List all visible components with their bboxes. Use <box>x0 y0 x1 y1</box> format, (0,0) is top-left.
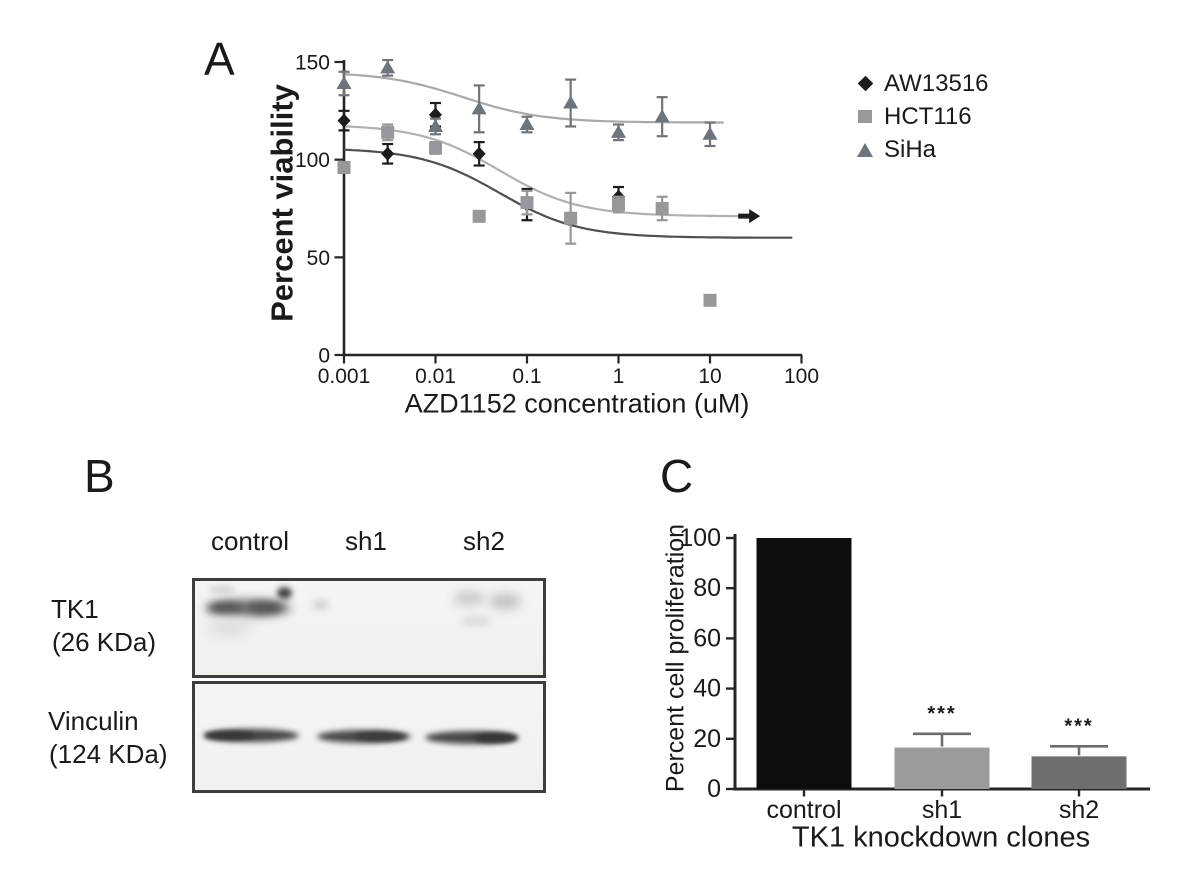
blot-lane-label-control: control <box>210 526 290 556</box>
marker-triangle <box>654 109 670 123</box>
blot-lane-label-sh2: sh2 <box>463 526 505 556</box>
tk1-band-control-core-left <box>209 603 243 613</box>
panel-a-plot: 0 50 100 150 0.001 0.01 0.1 1 10 100 <box>295 52 819 388</box>
panel-c-y-tick-label: 20 <box>693 725 721 753</box>
marker-diamond <box>520 197 534 212</box>
marker-square <box>472 209 486 223</box>
tk1-faint-smudge <box>209 586 235 593</box>
tk1-band-sh2-faint-1 <box>453 591 485 606</box>
marker-square <box>564 211 578 225</box>
tk1-band-sh1-faint <box>313 601 328 609</box>
panel-c-y-tick-label: 80 <box>693 574 721 602</box>
legend-label: SiHa <box>884 135 937 163</box>
panel-a-x-tick-label: 1 <box>613 365 625 388</box>
panel-a-y-tick-label: 150 <box>295 52 330 75</box>
panel-a-x-tick-label: 100 <box>784 365 819 388</box>
series-SiHa <box>336 58 718 148</box>
panel-a-y-tick-label: 50 <box>307 247 330 270</box>
tk1-band-control-core-right <box>247 602 283 613</box>
legend-item-hct116: HCT116 <box>856 100 989 133</box>
panel-a-axes <box>342 60 802 357</box>
marker-diamond <box>429 107 442 122</box>
panel-c-y-axis-title: Percent cell proliferation <box>661 523 690 793</box>
blot-row-protein-tk1: TK1 <box>51 594 99 624</box>
diamond-marker-icon <box>856 75 874 92</box>
marker-triangle <box>471 101 487 115</box>
marker-square <box>381 125 395 139</box>
blot-row-size-tk1: (26 KDa) <box>52 627 157 657</box>
blot-row-size-vinculin: (124 KDa) <box>49 739 168 769</box>
legend-label: AW13516 <box>884 69 989 97</box>
square-marker-icon <box>856 110 874 123</box>
fit-curve-AW13516 <box>343 125 752 218</box>
fit-curve-HCT116 <box>343 148 793 239</box>
marker-triangle <box>702 126 718 140</box>
marker-triangle <box>519 117 535 131</box>
panel-a-x-tick-label: 0.01 <box>415 365 456 388</box>
panel-a-x-tick-label: 0.001 <box>318 365 371 388</box>
panel-a-legend: AW13516 HCT116 SiHa <box>856 67 989 166</box>
panel-a-letter: A <box>204 33 235 85</box>
marker-square <box>612 198 625 212</box>
significance-stars: *** <box>1064 715 1093 737</box>
panel-c-y-tick-label: 60 <box>693 624 721 652</box>
panel-c-category-label: control <box>766 796 841 824</box>
marker-triangle <box>563 95 579 109</box>
panel-c-axes <box>733 534 1150 791</box>
blot-lane-label-sh1: sh1 <box>345 526 387 556</box>
marker-triangle <box>428 118 443 132</box>
marker-square <box>520 196 534 210</box>
bar-sh1 <box>894 747 990 789</box>
vinculin-band-sh2-core <box>473 733 517 743</box>
marker-diamond <box>381 146 395 161</box>
legend-item-siha: SiHa <box>856 133 989 166</box>
marker-diamond <box>612 189 625 204</box>
marker-triangle <box>380 60 396 74</box>
panel-a-y-tick-label: 100 <box>295 149 330 172</box>
tk1-blot-image <box>192 578 546 678</box>
marker-square <box>703 293 717 307</box>
fit-curve-SiHa <box>343 73 724 124</box>
bar-sh2 <box>1031 756 1127 789</box>
triangle-marker-icon <box>856 142 874 157</box>
vinculin-band-sh1-core <box>355 732 405 741</box>
curve-end-arrow-icon <box>738 209 761 224</box>
tk1-band-sh2-faint-2 <box>489 593 521 610</box>
marker-triangle <box>611 124 626 138</box>
panel-a-x-tick-label: 10 <box>698 365 721 388</box>
marker-diamond <box>337 113 351 128</box>
vinculin-band-control-core <box>205 731 255 740</box>
significance-stars: *** <box>927 703 956 725</box>
panel-c-category-label: sh2 <box>1059 796 1099 824</box>
blot-row-protein-vinculin: Vinculin <box>48 706 139 736</box>
panel-c-letter: C <box>660 450 694 502</box>
tk1-control-spot <box>277 587 292 599</box>
vinculin-blot-image <box>192 681 546 793</box>
tk1-control-smear <box>207 619 251 637</box>
marker-diamond <box>472 146 486 161</box>
marker-triangle <box>336 75 352 89</box>
marker-square <box>655 202 669 216</box>
legend-label: HCT116 <box>884 102 972 130</box>
panel-b-letter: B <box>84 450 115 502</box>
panel-c-x-axis-title: TK1 knockdown clones <box>791 821 1091 854</box>
series-AW13516 <box>337 101 625 222</box>
panel-a-x-tick-label: 0.1 <box>512 365 541 388</box>
marker-square <box>429 141 442 155</box>
marker-square <box>337 160 351 174</box>
bar-control <box>756 538 852 789</box>
panel-a-y-tick-label: 0 <box>318 345 330 368</box>
panel-a-y-axis-title: Percent viability <box>264 84 300 322</box>
panel-a-x-axis-title: AZD1152 concentration (uM) <box>404 388 750 419</box>
tk1-band-sh2-faint-3 <box>461 617 491 625</box>
legend-item-aw13516: AW13516 <box>856 67 989 100</box>
panel-c-y-tick-label: 40 <box>693 675 721 703</box>
series-HCT116 <box>337 123 717 307</box>
panel-c-y-tick-label: 0 <box>707 775 721 803</box>
panel-c-category-label: sh1 <box>922 796 962 824</box>
